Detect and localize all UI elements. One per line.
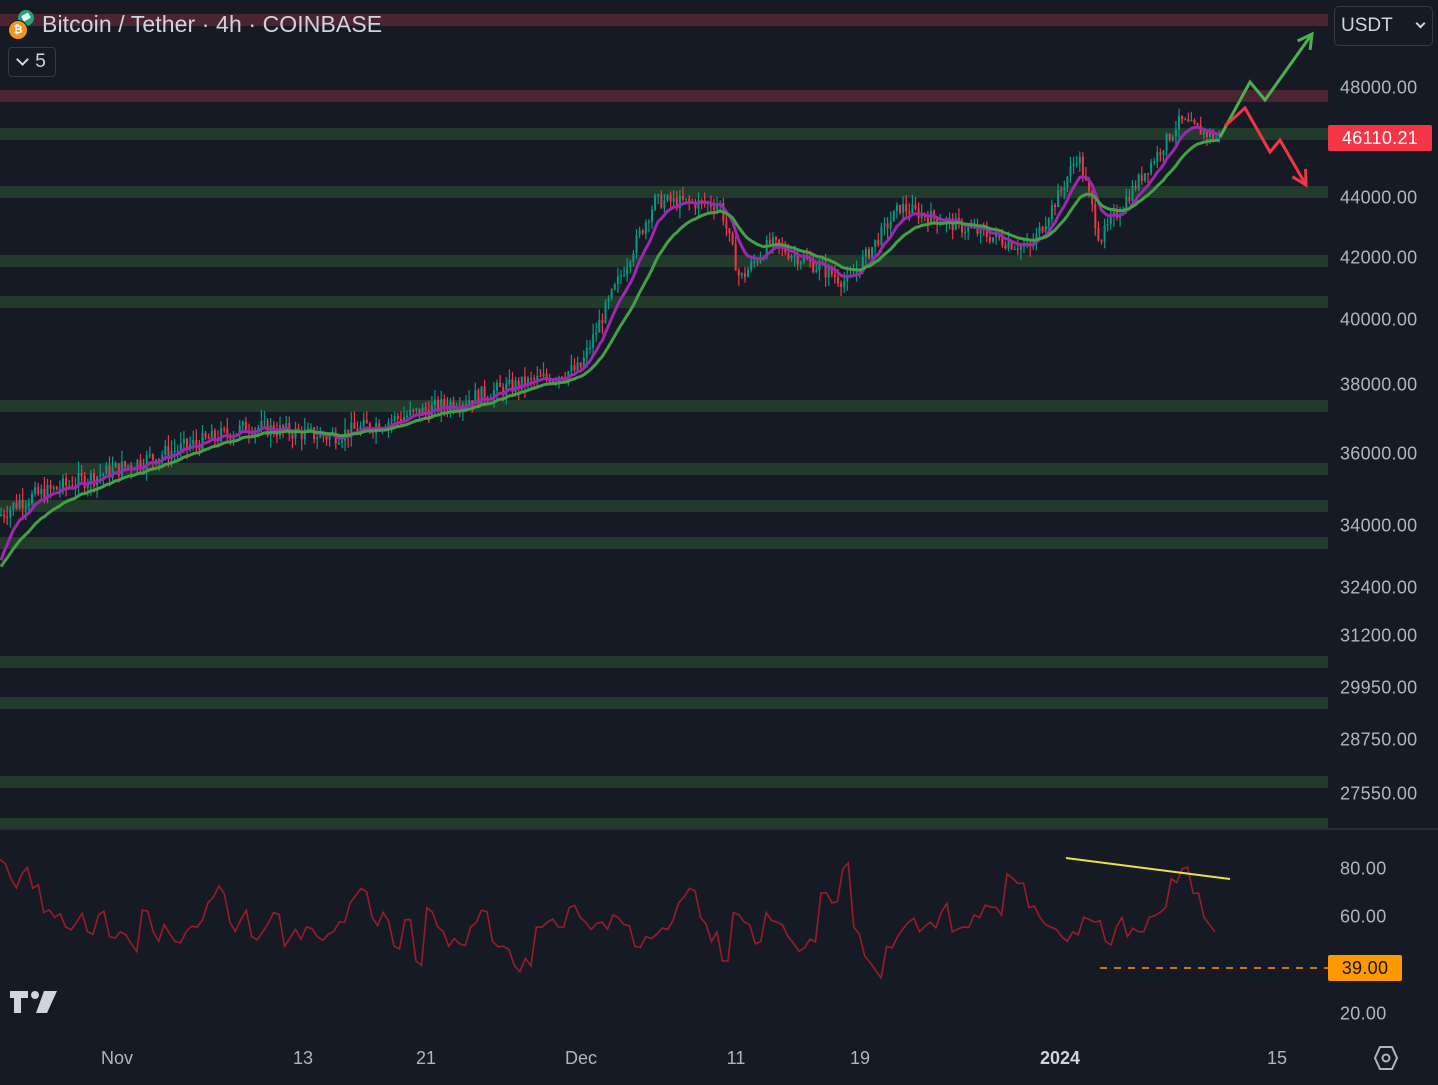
support-zone[interactable] <box>0 776 1328 788</box>
price-tick-label: 40000.00 <box>1340 309 1418 330</box>
support-zone[interactable] <box>0 463 1328 475</box>
time-tick-label: Dec <box>564 1048 598 1068</box>
currency-select[interactable]: USDT <box>1334 6 1433 46</box>
support-zone[interactable] <box>0 818 1328 830</box>
divergence-trendline[interactable] <box>1065 857 1231 880</box>
price-tick-label: 34000.00 <box>1340 515 1418 536</box>
rsi-level-badge: 39.00 <box>1328 955 1402 981</box>
time-tick-label: Nov <box>100 1048 134 1068</box>
support-zone[interactable] <box>0 656 1328 668</box>
resistance-zone[interactable] <box>0 14 1328 26</box>
settings-gear-icon <box>1373 1046 1399 1070</box>
price-tick-label: 44000.00 <box>1340 187 1418 208</box>
rsi-pane <box>0 857 1330 980</box>
moving-averages <box>0 125 1220 568</box>
rsi-tick-label: 20.00 <box>1340 1003 1387 1024</box>
chart-header: ₿ Bitcoin / Tether · 4h · COINBASE <box>8 10 383 40</box>
price-tick-label: 42000.00 <box>1340 247 1418 268</box>
currency-value: USDT <box>1341 15 1393 36</box>
support-zone[interactable] <box>0 500 1328 512</box>
symbol-title[interactable]: Bitcoin / Tether · 4h · COINBASE <box>42 10 383 37</box>
rsi-tick-label: 80.00 <box>1340 858 1387 879</box>
rsi-tick-label: 60.00 <box>1340 906 1387 927</box>
bitcoin-icon: ₿ <box>8 20 28 40</box>
chart-settings-button[interactable] <box>1373 1045 1399 1071</box>
time-tick-label: 15 <box>1266 1048 1288 1068</box>
current-price-badge: 46110.21 <box>1328 125 1432 151</box>
rsi-line <box>0 858 1216 980</box>
chevron-down-icon <box>16 53 30 66</box>
price-zones <box>0 14 1328 830</box>
chevron-down-icon <box>1415 18 1426 29</box>
support-zone[interactable] <box>0 400 1328 412</box>
time-tick-label: 13 <box>292 1048 314 1068</box>
indicators-toggle-button[interactable]: 5 <box>8 47 56 77</box>
price-tick-label: 31200.00 <box>1340 625 1418 646</box>
support-zone[interactable] <box>0 296 1328 308</box>
resistance-zone[interactable] <box>0 90 1328 102</box>
price-tick-label: 36000.00 <box>1340 443 1418 464</box>
symbol-icons: ₿ <box>8 10 34 40</box>
support-zone[interactable] <box>0 537 1328 549</box>
bullish-arrow[interactable] <box>1218 33 1314 138</box>
time-tick-label: 11 <box>726 1048 746 1068</box>
forecast-arrows <box>1218 31 1314 188</box>
indicators-count: 5 <box>35 51 46 72</box>
time-tick-label: 21 <box>415 1048 437 1068</box>
support-zone[interactable] <box>0 697 1328 709</box>
price-tick-label: 32400.00 <box>1340 577 1418 598</box>
price-tick-label: 27550.00 <box>1340 783 1418 804</box>
price-tick-label: 28750.00 <box>1340 729 1418 750</box>
price-tick-label: 38000.00 <box>1340 374 1418 395</box>
support-zone[interactable] <box>0 255 1328 267</box>
tradingview-logo[interactable] <box>10 990 58 1019</box>
price-tick-label: 29950.00 <box>1340 677 1418 698</box>
bearish-arrow[interactable] <box>1223 105 1308 186</box>
time-tick-label: 2024 <box>1039 1048 1081 1068</box>
support-zone[interactable] <box>0 128 1328 140</box>
time-tick-label: 19 <box>849 1048 871 1068</box>
support-zone[interactable] <box>0 186 1328 198</box>
price-tick-label: 48000.00 <box>1340 77 1418 98</box>
